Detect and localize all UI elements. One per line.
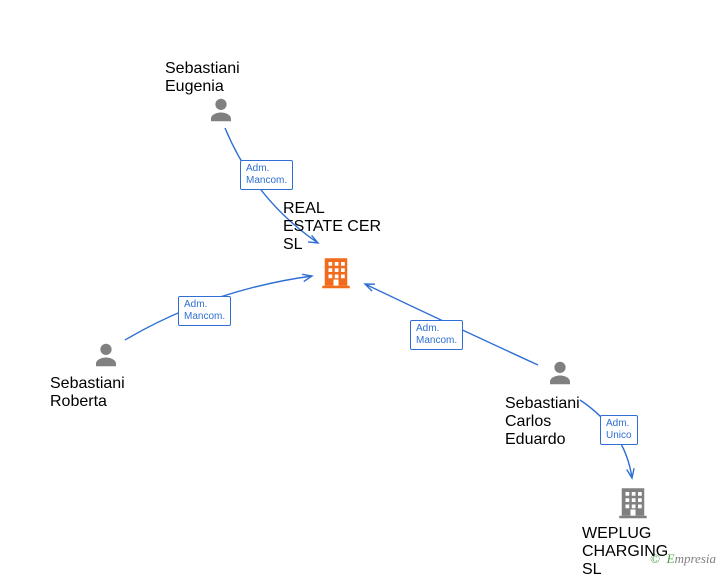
building-icon (321, 255, 351, 294)
node-label: Sebastiani Roberta (50, 375, 150, 411)
diagram-canvas: © Empresia Sebastiani EugeniaSebastiani … (0, 0, 728, 575)
person-icon (206, 95, 236, 130)
node-label: Sebastiani Eugenia (165, 60, 265, 96)
node-label: Sebastiani Carlos Eduardo (505, 395, 605, 449)
edge-label: Adm. Mancom. (410, 320, 463, 350)
person-icon (545, 358, 575, 393)
edge-label: Adm. Mancom. (178, 296, 231, 326)
node-label: REAL ESTATE CER SL (283, 200, 383, 254)
building-icon (618, 485, 648, 524)
node-label: WEPLUG CHARGING SL (582, 525, 682, 575)
person-icon (91, 340, 121, 375)
edge-label: Adm. Unico (600, 415, 638, 445)
edge-label: Adm. Mancom. (240, 160, 293, 190)
